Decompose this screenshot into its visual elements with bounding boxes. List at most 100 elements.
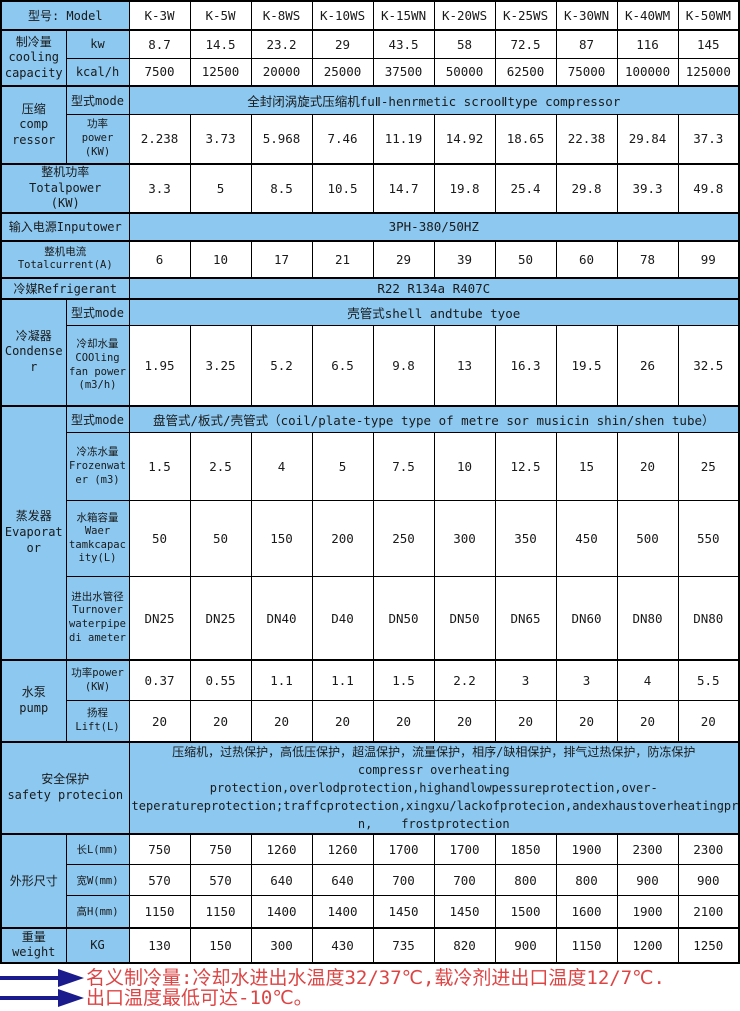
value-cell: 49.8 [677, 163, 740, 214]
evaporator-mode-label: 型式mode [65, 404, 130, 434]
value-cell: 450 [555, 500, 618, 578]
value-cell: 1250 [677, 926, 740, 964]
value-cell: 12500 [189, 57, 252, 87]
totalpower-row: 整机功率 Totalpower (KW) 3.3 5 8.5 10.5 14.7 19.8… [0, 163, 740, 214]
value-cell: 32.5 [677, 325, 740, 407]
kw-label: kw [65, 29, 130, 59]
value-cell: 20 [616, 432, 679, 502]
dimension-height-row: 高H(mm) 1150 1150 1400 1400 1450 1450 1500 1600 1… [1, 895, 740, 929]
value-cell: 8.7 [128, 29, 191, 59]
note-text: 名义制冷量:冷却水进出水温度32/37℃,载冷剂进出口温度12/7℃. [86, 966, 665, 989]
pump-power-row: 水泵 pump 功率power (KW) 0.37 0.55 1.1 1.1 1.5 2.… [0, 658, 740, 743]
right-arrow-icon [0, 976, 58, 981]
value-cell: 18.65 [494, 113, 557, 165]
value-cell: 5 [189, 163, 252, 214]
value-cell: 7500 [128, 57, 191, 87]
value-cell: 50 [494, 239, 557, 279]
value-cell: 150 [189, 926, 252, 964]
dimension-length-row: 外形尺寸 长L(mm) 750 750 1260 1260 1700 1700 1850 19… [0, 832, 740, 929]
value-cell: K-10WS [311, 0, 374, 31]
value-cell: 1.1 [311, 658, 374, 702]
value-cell: 1700 [372, 832, 435, 866]
value-cell: 5.2 [250, 325, 313, 407]
value-cell: 29.8 [555, 163, 618, 214]
pump-group-label: 水泵 pump [0, 658, 67, 743]
value-cell: 14.7 [372, 163, 435, 214]
cooling-kw-row: 制冷量 cooling capacity kw 8.7 14.5 23.2 29 43.… [0, 29, 740, 87]
tank-capacity-row: 水箱容量 Waer tamkcapac ity(L) 50 50 150 200 250… [1, 500, 740, 578]
value-cell: 6.5 [311, 325, 374, 407]
value-cell: D40 [311, 576, 374, 661]
value-cell: 1450 [433, 895, 496, 929]
right-arrow-icon [58, 989, 84, 1008]
frozen-water-label: 冷冻水量 Frozenwat er (m3) [65, 432, 130, 502]
value-cell: 1450 [372, 895, 435, 929]
value-cell: 1900 [555, 832, 618, 866]
value-cell: 50000 [433, 57, 496, 87]
value-cell: 25000 [311, 57, 374, 87]
totalpower-label: 整机功率 Totalpower (KW) [0, 163, 130, 214]
value-cell: 5 [311, 432, 374, 502]
value-cell: 20 [311, 700, 374, 743]
value-cell: 50 [189, 500, 252, 578]
value-cell: 29 [311, 29, 374, 59]
value-cell: 3.73 [189, 113, 252, 165]
weight-group-label: 重量 weight [0, 926, 67, 964]
value-cell: 99 [677, 239, 740, 279]
value-cell: DN25 [189, 576, 252, 661]
value-cell: 78 [616, 239, 679, 279]
refrigerant-value: R22 R134a R407C [128, 276, 740, 300]
value-cell: 3.3 [128, 163, 191, 214]
value-cell: 900 [677, 864, 740, 897]
pipe-diameter-label: 进出水管径 Turnover waterpipe di ameter [65, 576, 130, 661]
dimensions-group-label: 外形尺寸 [0, 832, 67, 929]
value-cell: K-50WM [677, 0, 740, 31]
condenser-group-label: 冷凝器 Condenser [0, 297, 67, 407]
value-cell: 300 [433, 500, 496, 578]
value-cell: 62500 [494, 57, 557, 87]
value-cell: 20 [677, 700, 740, 743]
value-cell: 1.5 [128, 432, 191, 502]
condenser-cooling-water-label: 冷却水量 COOling fan power (m3/h) [65, 325, 130, 407]
footnotes: 名义制冷量:冷却水进出水温度32/37℃,载冷剂进出口温度12/7℃. 出口温度… [0, 964, 740, 1011]
value-cell: 1150 [189, 895, 252, 929]
condenser-mode-row: 冷凝器 Condenser 型式mode 壳管式shell andtube ty… [0, 297, 740, 407]
note-line-1: 名义制冷量:冷却水进出水温度32/37℃,载冷剂进出口温度12/7℃. [0, 966, 740, 989]
value-cell: 12.5 [494, 432, 557, 502]
value-cell: 1400 [311, 895, 374, 929]
compressor-mode-row: 压缩 comp ressor 型式mode 全封闭涡旋式压缩机fuⅡ-henrm… [0, 85, 740, 165]
condenser-mode-value: 壳管式shell andtube tyoe [128, 297, 740, 327]
value-cell: 37.3 [677, 113, 740, 165]
value-cell: 0.37 [128, 658, 191, 702]
condenser-cooling-water-row: 冷却水量 COOling fan power (m3/h) 1.95 3.25 5.… [1, 325, 740, 407]
value-cell: 75000 [555, 57, 618, 87]
value-cell: 22.38 [555, 113, 618, 165]
value-cell: 13 [433, 325, 496, 407]
note-text: 出口温度最低可达-10℃。 [86, 986, 313, 1009]
value-cell: 1150 [128, 895, 191, 929]
value-cell: 20 [494, 700, 557, 743]
value-cell: 39.3 [616, 163, 679, 214]
value-cell: 200 [311, 500, 374, 578]
value-cell: 20 [372, 700, 435, 743]
evaporator-group-label: 蒸发器 Evaporator [0, 404, 67, 661]
input-power-value: 3PH-380/50HZ [128, 211, 740, 242]
value-cell: 2100 [677, 895, 740, 929]
value-cell: 16.3 [494, 325, 557, 407]
value-cell: 26 [616, 325, 679, 407]
value-cell: 640 [250, 864, 313, 897]
value-cell: 300 [250, 926, 313, 964]
kcal-label: kcal/h [65, 57, 130, 87]
weight-unit-label: KG [65, 926, 130, 964]
value-cell: DN25 [128, 576, 191, 661]
refrigerant-label: 冷媒Refrigerant [0, 276, 130, 300]
value-cell: 640 [311, 864, 374, 897]
right-arrow-icon [58, 969, 84, 988]
value-cell: DN50 [372, 576, 435, 661]
value-cell: 60 [555, 239, 618, 279]
value-cell: K-15WN [372, 0, 435, 31]
value-cell: DN60 [555, 576, 618, 661]
value-cell: 20000 [250, 57, 313, 87]
value-cell: DN65 [494, 576, 557, 661]
